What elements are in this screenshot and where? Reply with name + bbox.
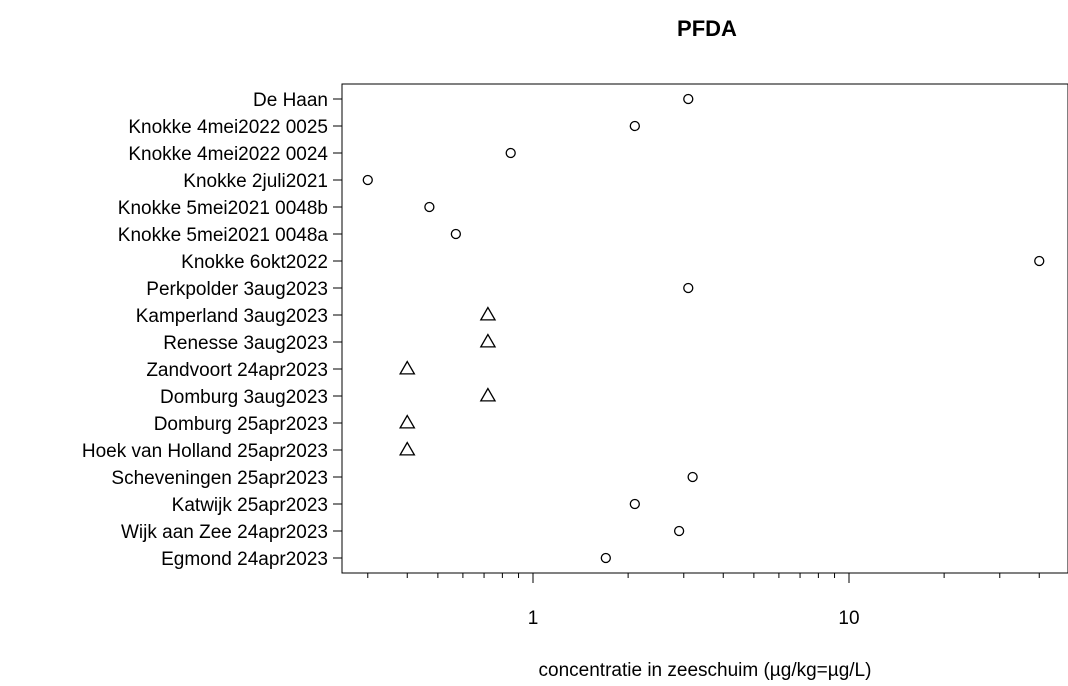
y-tick-label: Knokke 6okt2022 <box>181 252 328 273</box>
x-tick-label: 10 <box>838 608 859 629</box>
y-tick-label: Knokke 4mei2022 0025 <box>128 117 328 138</box>
data-point-triangle <box>399 441 416 456</box>
data-point-circle <box>673 525 685 537</box>
data-point-circle <box>683 282 694 294</box>
y-tick-label: Kamperland 3aug2023 <box>136 306 328 327</box>
data-point-triangle <box>479 306 497 321</box>
y-tick-label: Domburg 3aug2023 <box>160 387 328 408</box>
data-point-circle <box>362 174 373 186</box>
y-tick-label: Renesse 3aug2023 <box>163 333 328 354</box>
data-point-triangle <box>399 360 416 375</box>
data-points <box>362 93 1045 564</box>
y-tick-label: Scheveningen 25apr2023 <box>111 468 328 489</box>
plot-frame <box>341 83 1068 574</box>
data-point-circle <box>687 471 698 483</box>
data-point-circle <box>450 228 462 240</box>
y-tick-label: Egmond 24apr2023 <box>161 549 328 570</box>
y-tick-label: Perkpolder 3aug2023 <box>146 279 328 300</box>
y-tick-label: Zandvoort 24apr2023 <box>146 360 328 381</box>
data-point-circle <box>600 552 611 564</box>
data-point-triangle <box>479 333 497 348</box>
x-axis: 1 10 <box>367 573 1040 629</box>
data-point-circle <box>683 93 694 105</box>
y-tick-label: Katwijk 25apr2023 <box>172 495 328 516</box>
y-tick-label: Domburg 25apr2023 <box>154 414 328 435</box>
data-point-triangle <box>399 414 416 429</box>
y-tick-label: Knokke 5mei2021 0048b <box>118 198 328 219</box>
y-tick-label: Knokke 4mei2022 0024 <box>128 144 328 165</box>
data-point-circle <box>505 147 516 159</box>
y-tick-label: De Haan <box>253 90 328 111</box>
y-axis: De Haan Knokke 4mei2022 0025 Knokke 4mei20… <box>82 90 342 570</box>
y-tick-label: Hoek van Holland 25apr2023 <box>82 441 328 462</box>
y-tick-label: Knokke 5mei2021 0048a <box>118 225 329 246</box>
y-tick-label: Knokke 2juli2021 <box>183 171 328 192</box>
data-point-circle <box>629 120 640 132</box>
y-tick-label: Wijk aan Zee 24apr2023 <box>121 522 328 543</box>
x-tick-label: 1 <box>528 608 539 629</box>
data-point-circle <box>1034 255 1045 267</box>
chart-title: PFDA <box>677 16 737 41</box>
data-point-circle <box>629 498 640 510</box>
x-axis-label: concentratie in zeeschuim (µg/kg=µg/L) <box>539 660 872 681</box>
data-point-circle <box>424 201 435 213</box>
data-point-triangle <box>479 387 497 402</box>
